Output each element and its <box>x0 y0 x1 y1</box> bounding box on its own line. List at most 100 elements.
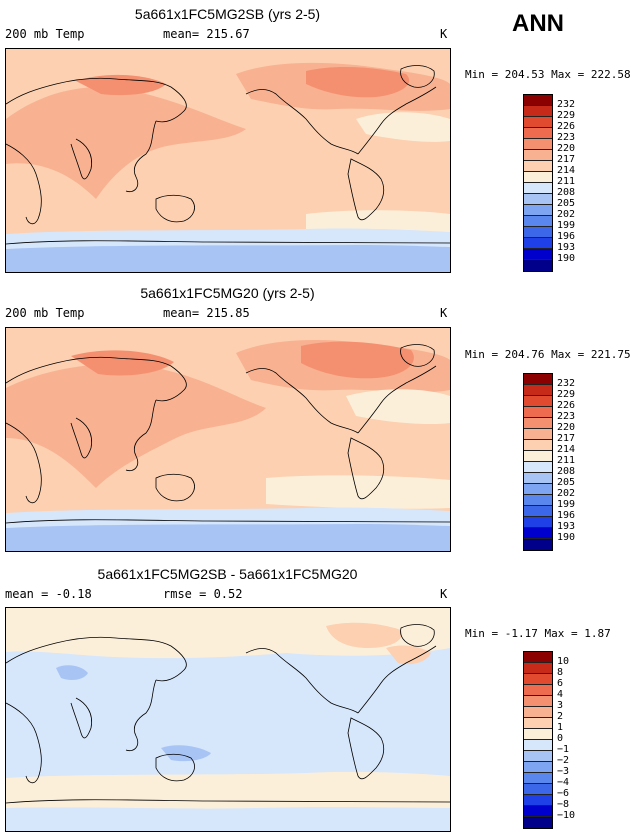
colorbar-swatch <box>524 484 552 495</box>
coast-antarctica <box>6 799 450 804</box>
colorbar-swatch <box>524 751 552 762</box>
colorbar-level-label: 1 <box>557 722 564 733</box>
colorbar-level-label: 211 <box>557 176 576 187</box>
panel2-mean: mean= 215.85 <box>163 306 250 320</box>
cool-patch-south <box>266 475 450 509</box>
colorbar-swatch <box>524 773 552 784</box>
coast-antarctica <box>6 519 450 524</box>
colorbar-swatch <box>524 128 552 139</box>
coast-india <box>70 417 93 459</box>
coast-australia <box>155 753 195 782</box>
coast-greenland <box>400 624 435 647</box>
colorbar-swatch <box>524 429 552 440</box>
colorbar-level-label: 232 <box>557 378 576 389</box>
panel3-rmse: rmse = 0.52 <box>163 587 243 601</box>
colorbar-swatch <box>524 117 552 128</box>
season-label: ANN <box>512 10 564 37</box>
colorbar-swatch <box>524 451 552 462</box>
colorbar-swatch <box>524 106 552 117</box>
colorbar-swatch <box>524 707 552 718</box>
colorbar-swatch <box>524 205 552 216</box>
colorbar-level-label: 229 <box>557 110 576 121</box>
colorbar-level-label: 205 <box>557 198 576 209</box>
coast-eurasia-north <box>6 356 187 402</box>
colorbar-swatch <box>524 95 552 106</box>
colorbar-swatch <box>524 652 552 663</box>
coast-australia <box>155 194 195 223</box>
colorbar-level-label: 229 <box>557 389 576 400</box>
colorbar-swatch <box>524 517 552 528</box>
colorbar-level-label: 190 <box>557 532 576 543</box>
colorbar-swatch <box>524 696 552 707</box>
cool-patch-pacific <box>56 665 88 681</box>
coast-north-america <box>245 89 359 155</box>
colorbar-swatch <box>524 161 552 172</box>
coast-antarctica <box>6 240 450 245</box>
panel2-minmax: Min = 204.76 Max = 221.75 <box>465 348 631 361</box>
colorbar-level-label: 226 <box>557 121 576 132</box>
colorbar-level-label: 202 <box>557 488 576 499</box>
colorbar-swatch <box>524 418 552 429</box>
panel2-title: 5a661x1FC5MG20 (yrs 2-5) <box>140 285 315 301</box>
colorbar-swatch <box>524 396 552 407</box>
colorbar-swatch <box>524 729 552 740</box>
cool-patch-australia <box>161 745 211 762</box>
colorbar-swatch <box>524 663 552 674</box>
panel1-colorbar <box>523 94 553 272</box>
panel2-map <box>5 327 451 552</box>
colorbar-level-label: −10 <box>557 810 576 821</box>
panel1-field-label: 200 mb Temp <box>5 27 85 41</box>
colorbar-swatch <box>524 194 552 205</box>
warm-band-asia-pacific <box>6 364 266 488</box>
colorbar-swatch <box>524 407 552 418</box>
warm-canada <box>326 622 402 648</box>
colorbar-swatch <box>524 762 552 773</box>
colorbar-level-label: −1 <box>557 744 570 755</box>
panel2-units: K <box>440 306 448 320</box>
coast-asia-east <box>125 679 157 752</box>
colorbar-swatch <box>524 172 552 183</box>
colorbar-level-label: −8 <box>557 799 570 810</box>
panel3-mean: mean = -0.18 <box>5 587 92 601</box>
colorbar-swatch <box>524 374 552 385</box>
colorbar-level-label: 202 <box>557 209 576 220</box>
panel3-units: K <box>440 587 448 601</box>
colorbar-level-label: 211 <box>557 455 576 466</box>
panel2-field-label: 200 mb Temp <box>5 306 85 320</box>
panel1-minmax: Min = 204.53 Max = 222.58 <box>465 68 631 81</box>
coast-north-america-east <box>357 86 437 155</box>
colorbar-swatch <box>524 718 552 729</box>
colorbar-level-label: 196 <box>557 510 576 521</box>
colorbar-swatch <box>524 817 552 828</box>
colorbar-level-label: −6 <box>557 788 570 799</box>
colorbar-swatch <box>524 249 552 260</box>
coast-africa <box>6 422 42 504</box>
colorbar-swatch <box>524 150 552 161</box>
panel3-title: 5a661x1FC5MG2SB - 5a661x1FC5MG20 <box>97 566 358 582</box>
coast-eurasia-north <box>6 636 187 682</box>
colorbar-level-label: 4 <box>557 689 564 700</box>
colorbar-swatch <box>524 784 552 795</box>
hot-canada <box>301 341 414 379</box>
colorbar-level-label: 205 <box>557 477 576 488</box>
coast-north-america-east <box>357 365 437 434</box>
colorbar-level-label: 232 <box>557 99 576 110</box>
colorbar-level-label: 223 <box>557 132 576 143</box>
neutral-south-band <box>6 771 450 809</box>
colorbar-level-label: 217 <box>557 433 576 444</box>
colorbar-swatch <box>524 385 552 396</box>
colorbar-level-label: 214 <box>557 165 576 176</box>
colorbar-swatch <box>524 440 552 451</box>
colorbar-level-label: 208 <box>557 466 576 477</box>
colorbar-swatch <box>524 139 552 150</box>
colorbar-level-label: 199 <box>557 499 576 510</box>
colorbar-swatch <box>524 685 552 696</box>
panel1-map <box>5 48 451 273</box>
colorbar-level-label: 2 <box>557 711 564 722</box>
colorbar-swatch <box>524 806 552 817</box>
colorbar-level-label: 208 <box>557 187 576 198</box>
coast-north-america <box>245 648 359 714</box>
colorbar-swatch <box>524 473 552 484</box>
colorbar-level-label: 220 <box>557 422 576 433</box>
coast-south-america <box>347 437 385 500</box>
